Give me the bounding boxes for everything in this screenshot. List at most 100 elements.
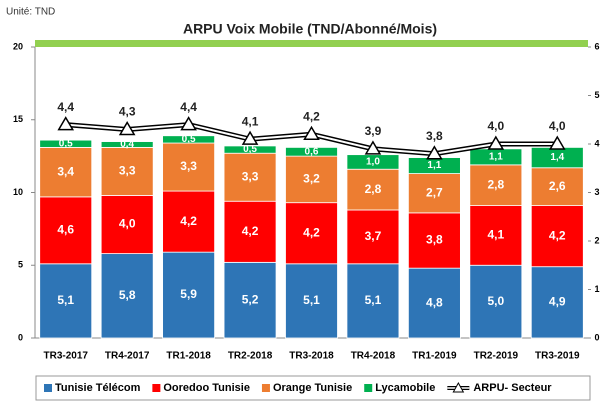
- value-label: 3,3: [119, 164, 136, 178]
- bar-segment: [469, 205, 523, 266]
- value-label: 4,0: [119, 217, 136, 231]
- line-value-label: 4,1: [242, 114, 259, 128]
- bar-segment: [285, 155, 338, 204]
- y2-tick-label: 6: [594, 41, 599, 51]
- value-label: 4,2: [549, 228, 566, 242]
- top-band: [35, 40, 588, 47]
- legend-box: [35, 375, 591, 401]
- y2-tick-label: 0: [594, 332, 599, 342]
- bar-segment: [162, 135, 216, 144]
- bar-segment: [407, 212, 461, 269]
- line-value-label: 4,0: [549, 119, 566, 133]
- line-marker: [57, 116, 75, 131]
- value-label: 5,1: [365, 293, 382, 307]
- legend-swatch: [44, 384, 52, 392]
- line-value-label: 4,3: [119, 105, 136, 119]
- x-tick-label: TR1-2019: [412, 351, 457, 362]
- line-marker: [364, 140, 382, 155]
- legend-marker: [452, 381, 465, 393]
- y2-tick-label: 2: [594, 235, 599, 245]
- line-marker: [426, 145, 443, 160]
- line-value-label: 4,4: [57, 100, 74, 114]
- bar-segment: [346, 263, 400, 339]
- value-label: 3,2: [303, 172, 320, 186]
- y2-tick-label: 5: [594, 90, 599, 100]
- value-label: 4,2: [303, 225, 320, 239]
- line-marker: [180, 116, 197, 131]
- value-label: 2,7: [426, 185, 443, 199]
- bar-segment: [223, 152, 277, 202]
- x-tick-label: TR1-2018: [166, 351, 211, 362]
- chart-subtitle: Unité: TND: [6, 7, 55, 18]
- line-value-label: 4,2: [303, 109, 320, 123]
- value-label: 5,1: [57, 293, 74, 307]
- value-label: 1,1: [489, 151, 503, 162]
- value-label: 0,5: [243, 144, 257, 155]
- bar-segment: [39, 196, 93, 265]
- x-tick-label: TR2-2019: [474, 351, 519, 362]
- value-label: 4,2: [242, 224, 259, 238]
- line-marker: [118, 120, 136, 136]
- x-tick-label: TR4-2017: [105, 351, 150, 362]
- value-label: 2,8: [365, 182, 382, 196]
- value-label: 3,8: [426, 233, 443, 247]
- bar-segment: [100, 146, 154, 196]
- y-tick-label: 0: [18, 332, 23, 342]
- bar-segment: [530, 167, 584, 206]
- value-label: 2,8: [487, 177, 504, 191]
- chart-title: ARPU Voix Mobile (TND/Abonné/Mois): [183, 21, 437, 37]
- y2-tick-label: 1: [594, 284, 599, 294]
- bar-segment: [100, 253, 154, 339]
- value-label: 0,6: [305, 146, 319, 157]
- bar-segment: [162, 251, 216, 339]
- y-tick-label: 10: [13, 187, 23, 197]
- x-tick-label: TR3-2019: [535, 351, 580, 362]
- value-label: 5,0: [487, 294, 504, 308]
- legend-label: Ooredoo Tunisie: [163, 382, 250, 394]
- line-marker: [303, 125, 320, 141]
- y2-tick-label: 4: [594, 138, 599, 148]
- legend-swatch: [364, 384, 373, 392]
- value-label: 2,6: [549, 179, 566, 193]
- y-tick-label: 15: [13, 114, 23, 124]
- bar-segment: [346, 154, 400, 170]
- line-marker: [548, 135, 566, 150]
- legend-label: Tunisie Télécom: [55, 382, 141, 394]
- value-label: 4,9: [549, 295, 566, 309]
- value-label: 1,0: [366, 157, 380, 168]
- bar-segment: [530, 266, 584, 339]
- bar-segment: [346, 209, 400, 265]
- value-label: 5,2: [242, 292, 259, 306]
- value-label: 0,5: [59, 138, 73, 149]
- line-marker: [241, 130, 259, 145]
- value-label: 1,1: [427, 160, 441, 171]
- y-tick-label: 20: [13, 41, 23, 51]
- value-label: 3,3: [180, 159, 197, 173]
- bar-segment: [162, 190, 216, 253]
- value-label: 4,1: [487, 228, 504, 242]
- x-tick-label: TR3-2017: [43, 351, 88, 362]
- value-label: 1,4: [550, 152, 564, 163]
- x-tick-label: TR2-2018: [228, 351, 273, 362]
- bar-segment: [100, 195, 154, 255]
- y-tick-label: 5: [18, 260, 23, 270]
- value-label: 4,8: [426, 295, 443, 309]
- legend-label: Orange Tunisie: [273, 382, 352, 394]
- value-label: 3,4: [57, 164, 74, 178]
- value-label: 3,7: [365, 229, 382, 243]
- line-value-label: 4,0: [487, 119, 504, 133]
- bar-segment: [346, 168, 400, 211]
- bar-segment: [162, 142, 216, 192]
- value-label: 3,3: [242, 169, 259, 183]
- bar-segment: [530, 205, 584, 268]
- line-marker: [487, 135, 505, 150]
- legend-swatch: [152, 384, 161, 392]
- value-label: 5,8: [119, 288, 136, 302]
- bar-segment: [39, 139, 93, 148]
- value-label: 4,2: [180, 214, 197, 228]
- bar-segment: [223, 200, 277, 263]
- bar-segment: [285, 202, 338, 265]
- line-value-label: 3,8: [426, 129, 443, 143]
- value-label: 0,5: [182, 134, 196, 145]
